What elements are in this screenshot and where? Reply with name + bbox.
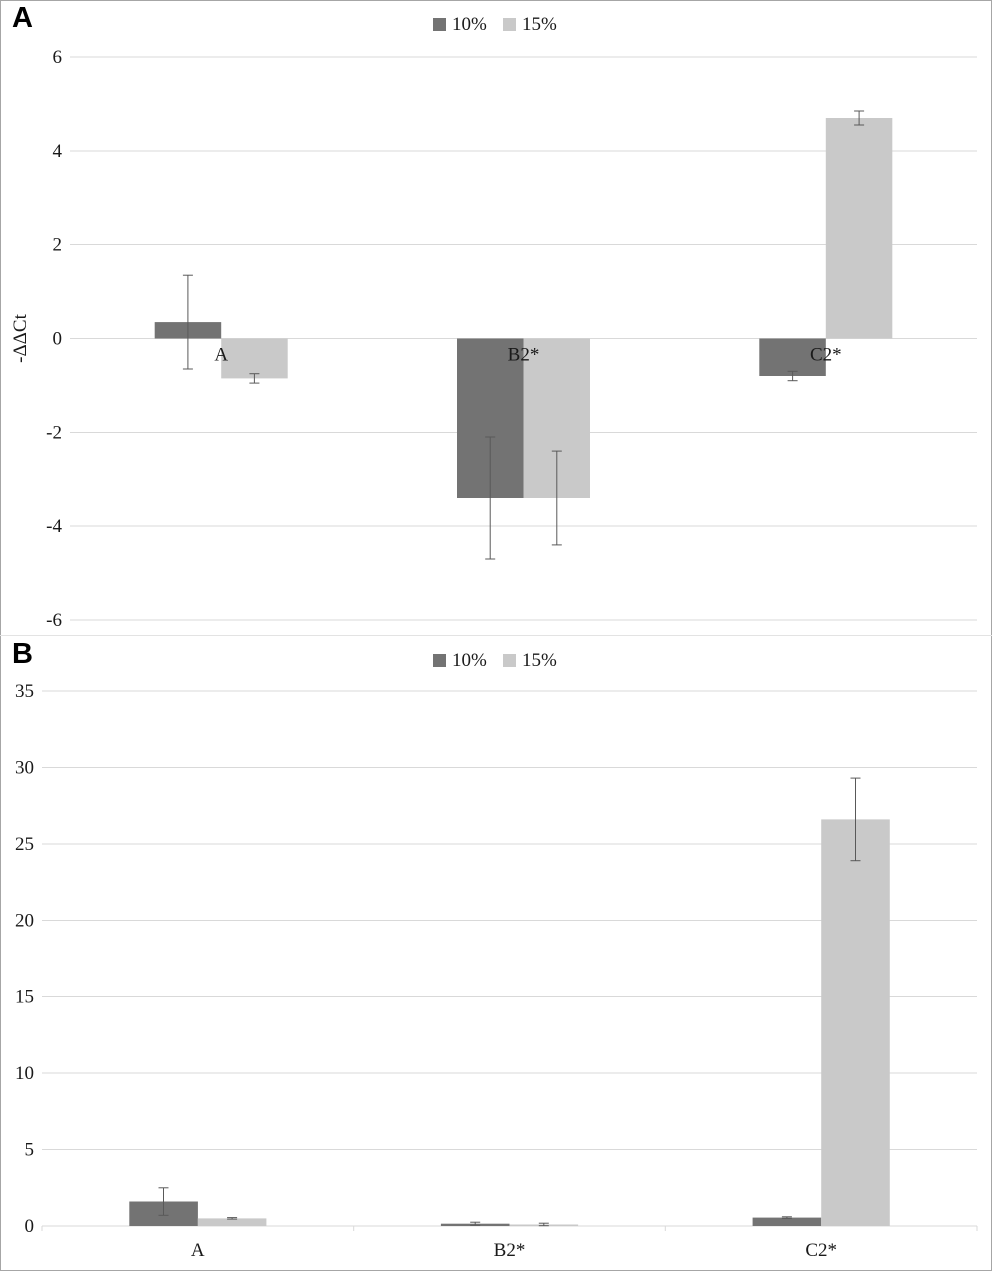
chart-a: -6 -4 -2 0 2 4 6 A B2* C2* 10% 15% -ΔΔCt	[0, 0, 992, 635]
y-tick-label: 10	[15, 1063, 34, 1084]
bar	[752, 1217, 822, 1226]
category-label: C2*	[810, 345, 842, 366]
y-tick-label: 5	[25, 1140, 35, 1161]
panel-b-label: B	[12, 638, 33, 670]
y-tick-label: 0	[53, 329, 63, 350]
y-tick-label: 15	[15, 987, 34, 1008]
error-bar	[787, 370, 798, 382]
error-bar	[485, 436, 496, 560]
legend-swatch	[503, 654, 516, 667]
category-label: C2*	[805, 1240, 837, 1261]
category-label: B2*	[494, 1240, 526, 1261]
error-bar	[470, 1221, 481, 1226]
legend-swatch	[433, 654, 446, 667]
category-label: A	[214, 345, 228, 366]
legend-label: 10%	[452, 14, 487, 35]
y-tick-label: 2	[53, 235, 63, 256]
error-bar	[182, 274, 193, 370]
legend-label: 15%	[522, 14, 557, 35]
y-tick-label: -2	[46, 422, 62, 443]
chart-b: 0 5 10 15 20 25 30 35 A B2* C2* 10% 15%	[0, 636, 992, 1271]
legend-label: 10%	[452, 650, 487, 671]
y-tick-label: -4	[46, 516, 62, 537]
error-bar	[538, 1222, 549, 1227]
category-label: B2*	[508, 345, 540, 366]
legend-label: 15%	[522, 650, 557, 671]
y-tick-label: 6	[53, 47, 63, 68]
panel-b: B 0 5 10 15 20 25 30 35 A B2* C2* 10% 15%	[0, 635, 992, 1271]
y-tick-label: 4	[53, 141, 63, 162]
category-label: A	[191, 1240, 205, 1261]
bar	[197, 1218, 267, 1226]
error-bar	[854, 110, 865, 126]
y-axis-label: -ΔΔCt	[10, 313, 31, 362]
legend-swatch	[433, 18, 446, 31]
y-tick-label: 25	[15, 834, 34, 855]
y-tick-label: -6	[46, 610, 62, 631]
bar	[825, 118, 893, 339]
bar	[821, 819, 890, 1226]
chart-svg: -6 -4 -2 0 2 4 6 A B2* C2* 10% 15% -ΔΔCt	[10, 14, 977, 631]
error-bar	[249, 373, 260, 384]
error-bar	[850, 777, 861, 862]
legend-swatch	[503, 18, 516, 31]
error-bar	[158, 1187, 169, 1216]
bar	[759, 338, 826, 376]
error-bar	[227, 1217, 238, 1220]
error-bar	[781, 1216, 792, 1219]
y-tick-label: 35	[15, 681, 34, 702]
error-bar	[551, 450, 562, 546]
panel-a-label: A	[12, 2, 33, 34]
y-tick-label: 0	[25, 1216, 35, 1237]
bar	[221, 338, 288, 379]
chart-svg: 0 5 10 15 20 25 30 35 A B2* C2* 10% 15%	[15, 650, 978, 1261]
panel-a: A -6 -4 -2 0 2 4 6 A B2* C2* 10% 15% -ΔΔCt	[0, 0, 992, 635]
y-tick-label: 20	[15, 910, 34, 931]
y-tick-label: 30	[15, 757, 34, 778]
